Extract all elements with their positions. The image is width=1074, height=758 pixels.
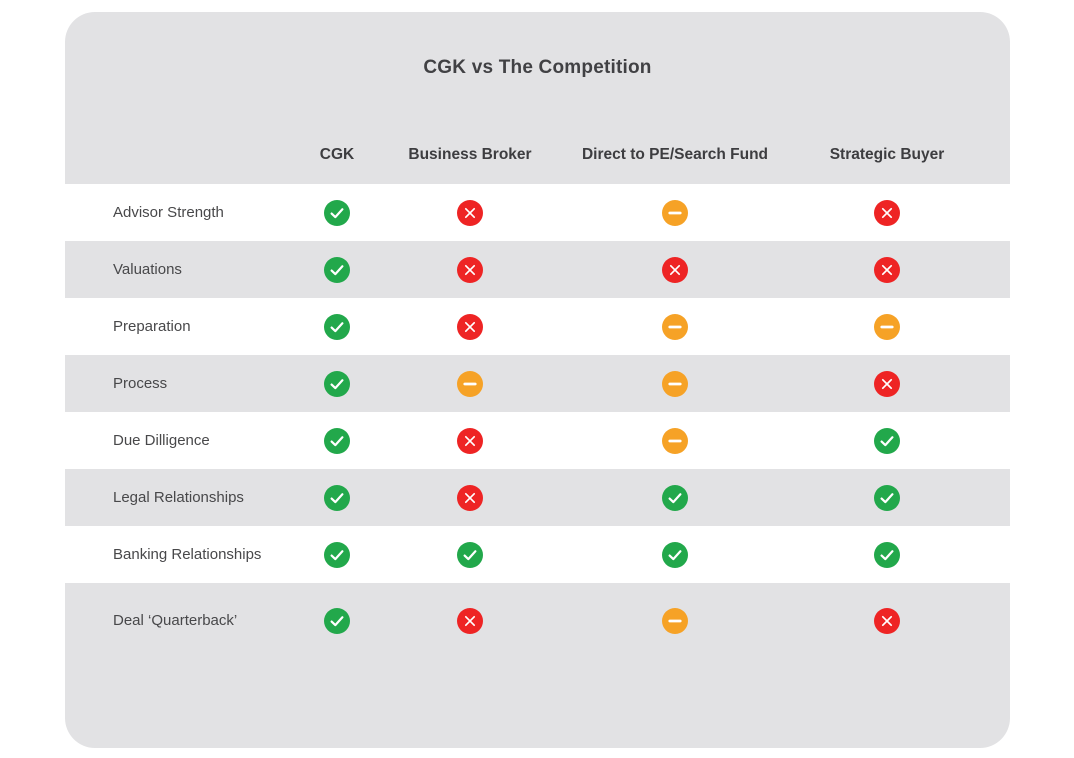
status-cell <box>369 370 571 397</box>
column-header-business-broker: Business Broker <box>408 146 532 163</box>
status-cell <box>779 541 995 568</box>
table-header-row: CGK Business Broker Direct to PE/Search … <box>65 143 1010 167</box>
status-cell <box>571 256 779 283</box>
status-cell <box>779 607 995 634</box>
status-cell <box>571 607 779 634</box>
table-row: Advisor Strength <box>65 184 1010 241</box>
table-row: Banking Relationships <box>65 526 1010 583</box>
x-icon <box>457 607 483 634</box>
status-cell <box>571 199 779 226</box>
row-label: Advisor Strength <box>113 204 224 221</box>
table-row: Due Dilligence <box>65 412 1010 469</box>
row-label: Preparation <box>113 318 191 335</box>
x-icon <box>874 370 900 397</box>
check-icon <box>324 370 350 397</box>
x-icon <box>457 256 483 283</box>
x-icon <box>457 199 483 226</box>
dash-icon <box>662 313 688 340</box>
status-cell <box>305 199 369 226</box>
status-cell <box>779 484 995 511</box>
table-row: Process <box>65 355 1010 412</box>
dash-icon <box>662 370 688 397</box>
status-cell <box>369 484 571 511</box>
table-row: Preparation <box>65 298 1010 355</box>
status-cell <box>305 484 369 511</box>
column-header-direct-to-pe-search-fund: Direct to PE/Search Fund <box>581 146 769 163</box>
check-icon <box>324 199 350 226</box>
row-label: Banking Relationships <box>113 546 262 563</box>
table-row: Deal ‘Quarterback’ <box>65 583 1010 640</box>
status-cell <box>369 199 571 226</box>
status-cell <box>369 256 571 283</box>
row-label: Process <box>113 375 168 392</box>
status-cell <box>571 541 779 568</box>
check-icon <box>662 484 688 511</box>
check-icon <box>874 541 900 568</box>
row-label: Legal Relationships <box>113 489 244 506</box>
table-body: Advisor Strength Valuations Preparation … <box>65 184 1010 640</box>
column-header-strategic-buyer: Strategic Buyer <box>829 146 945 163</box>
status-cell <box>369 427 571 454</box>
row-label: Due Dilligence <box>113 432 210 449</box>
dash-icon <box>662 427 688 454</box>
check-icon <box>874 427 900 454</box>
check-icon <box>324 541 350 568</box>
card-title: CGK vs The Competition <box>423 57 652 78</box>
status-cell <box>305 370 369 397</box>
status-cell <box>369 607 571 634</box>
dash-icon <box>662 607 688 634</box>
status-cell <box>571 370 779 397</box>
comparison-card: CGK vs The Competition CGK Business Brok… <box>65 12 1010 748</box>
status-cell <box>779 427 995 454</box>
table-row: Legal Relationships <box>65 469 1010 526</box>
x-icon <box>874 199 900 226</box>
x-icon <box>874 607 900 634</box>
status-cell <box>305 256 369 283</box>
check-icon <box>324 484 350 511</box>
status-cell <box>305 313 369 340</box>
check-icon <box>457 541 483 568</box>
x-icon <box>874 256 900 283</box>
x-icon <box>457 484 483 511</box>
status-cell <box>779 313 995 340</box>
dash-icon <box>874 313 900 340</box>
dash-icon <box>662 199 688 226</box>
status-cell <box>779 199 995 226</box>
check-icon <box>324 256 350 283</box>
check-icon <box>874 484 900 511</box>
check-icon <box>324 427 350 454</box>
status-cell <box>571 427 779 454</box>
check-icon <box>662 541 688 568</box>
status-cell <box>571 313 779 340</box>
check-icon <box>324 607 350 634</box>
status-cell <box>369 313 571 340</box>
row-label: Valuations <box>113 261 182 278</box>
status-cell <box>305 427 369 454</box>
x-icon <box>662 256 688 283</box>
status-cell <box>305 607 369 634</box>
status-cell <box>779 370 995 397</box>
column-header-cgk: CGK <box>319 146 355 163</box>
row-label: Deal ‘Quarterback’ <box>113 612 238 629</box>
status-cell <box>779 256 995 283</box>
x-icon <box>457 427 483 454</box>
dash-icon <box>457 370 483 397</box>
status-cell <box>369 541 571 568</box>
x-icon <box>457 313 483 340</box>
status-cell <box>305 541 369 568</box>
check-icon <box>324 313 350 340</box>
table-row: Valuations <box>65 241 1010 298</box>
status-cell <box>571 484 779 511</box>
